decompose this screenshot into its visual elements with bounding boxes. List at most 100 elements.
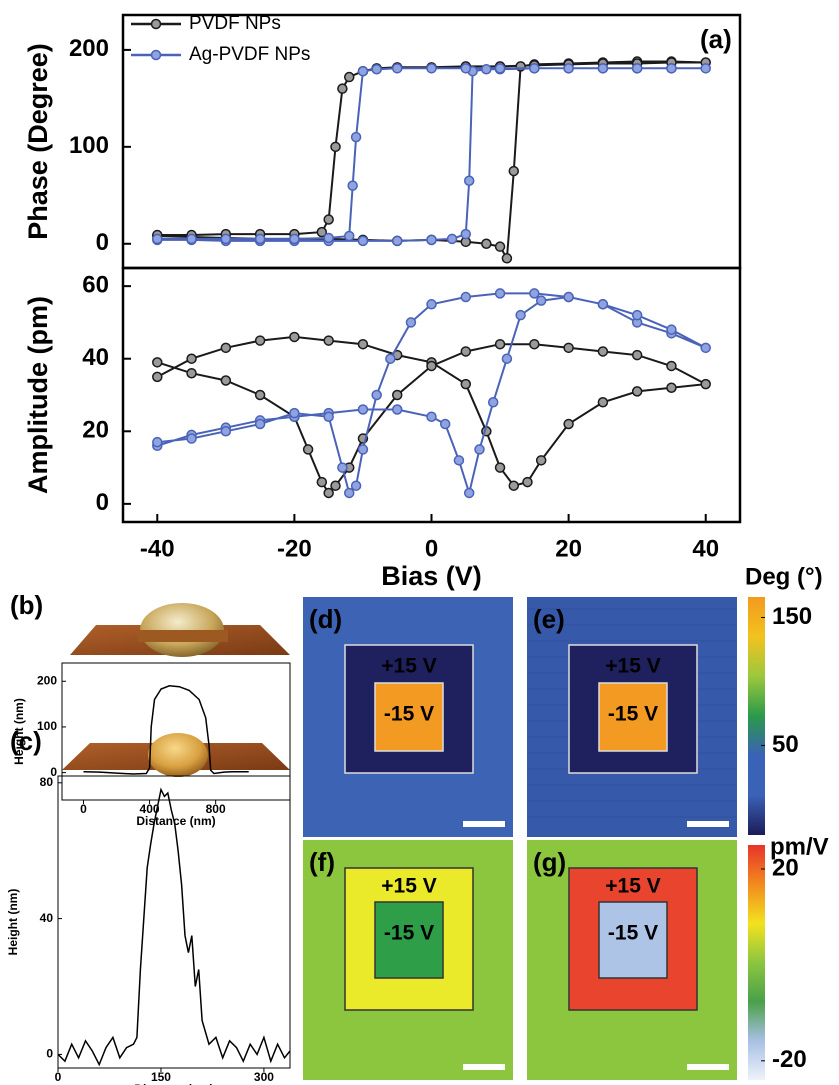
marker — [221, 427, 230, 436]
marker — [427, 64, 436, 73]
scale-bar — [687, 1064, 729, 1070]
marker — [701, 64, 710, 73]
x-axis-label: Distance (nm) — [136, 814, 215, 828]
marker — [502, 354, 511, 363]
marker — [537, 296, 546, 305]
marker — [475, 445, 484, 454]
marker — [187, 369, 196, 378]
y-tick-label: 20 — [82, 417, 109, 444]
plot-frame — [62, 663, 290, 800]
outer-label: +15 V — [381, 875, 436, 898]
y-tick-label: 0 — [96, 229, 109, 256]
marker — [324, 488, 333, 497]
marker — [256, 336, 265, 345]
y-axis-label: Amplitude (pm) — [23, 296, 53, 494]
marker — [489, 398, 498, 407]
marker — [482, 65, 491, 74]
outer-label: +15 V — [605, 875, 660, 898]
marker — [633, 311, 642, 320]
series-line — [58, 790, 290, 1065]
panel-label: (b) — [10, 590, 43, 620]
marker — [633, 64, 642, 73]
x-tick-label: -40 — [140, 535, 175, 562]
marker — [372, 391, 381, 400]
panel-label: (e) — [533, 604, 565, 634]
marker — [153, 234, 162, 243]
marker — [338, 463, 347, 472]
marker — [537, 456, 546, 465]
legend-label: PVDF NPs — [189, 13, 281, 34]
x-axis-label: Bias (V) — [381, 561, 482, 591]
marker — [516, 311, 525, 320]
y-axis-label: Height (nm) — [6, 889, 20, 956]
marker — [358, 405, 367, 414]
colorbar-title: Deg (°) — [745, 563, 823, 590]
marker — [345, 232, 354, 241]
marker — [187, 434, 196, 443]
figure: +15 V-15 V(d)+15 V-15 V(e)+15 V-15 V(f)+… — [0, 0, 839, 1085]
outer-label: +15 V — [381, 655, 436, 678]
y-tick-label: 0 — [46, 1047, 53, 1061]
marker — [530, 340, 539, 349]
marker — [496, 242, 505, 251]
marker — [448, 234, 457, 243]
marker — [393, 391, 402, 400]
y-tick-label: 200 — [37, 673, 57, 687]
marker — [256, 420, 265, 429]
x-tick-label: 40 — [692, 535, 719, 562]
inner-label: -15 V — [608, 703, 658, 726]
marker — [502, 254, 511, 263]
marker — [386, 354, 395, 363]
series-line — [157, 62, 705, 259]
colorbar-title: pm/V — [770, 833, 829, 860]
marker — [338, 84, 347, 93]
marker — [256, 391, 265, 400]
scale-bar — [687, 821, 729, 827]
marker — [461, 64, 470, 73]
marker — [427, 300, 436, 309]
marker — [496, 340, 505, 349]
marker — [331, 142, 340, 151]
marker — [496, 463, 505, 472]
marker — [331, 481, 340, 490]
x-tick-label: 0 — [80, 802, 87, 816]
y-tick-label: 100 — [69, 132, 109, 159]
marker — [461, 293, 470, 302]
marker — [496, 289, 505, 298]
marker — [496, 64, 505, 73]
marker — [701, 343, 710, 352]
marker — [598, 398, 607, 407]
marker — [564, 420, 573, 429]
marker — [221, 376, 230, 385]
marker — [633, 351, 642, 360]
y-tick-label: 40 — [40, 911, 54, 925]
marker — [427, 361, 436, 370]
x-tick-label: 300 — [254, 1070, 274, 1084]
y-tick-label: 80 — [40, 775, 54, 789]
marker — [461, 380, 470, 389]
scale-bar — [463, 1064, 505, 1070]
y-tick-label: 60 — [82, 271, 109, 298]
marker — [358, 67, 367, 76]
x-tick-label: 20 — [555, 535, 582, 562]
legend-marker — [152, 51, 161, 60]
marker — [153, 358, 162, 367]
panel-label: (a) — [700, 24, 732, 54]
series-line — [157, 68, 705, 241]
marker — [530, 64, 539, 73]
x-tick-label: 0 — [425, 535, 438, 562]
marker — [304, 445, 313, 454]
marker — [509, 167, 518, 176]
x-tick-label: -20 — [277, 535, 312, 562]
panel-label: (d) — [309, 604, 342, 634]
legend-label: Ag-PVDF NPs — [189, 44, 310, 65]
marker — [564, 64, 573, 73]
colorbar-tick-label: -20 — [772, 1046, 807, 1073]
marker — [324, 233, 333, 242]
marker — [352, 481, 361, 490]
y-axis-label: Phase (Degree) — [23, 43, 53, 240]
marker — [345, 488, 354, 497]
marker — [509, 481, 518, 490]
marker — [324, 336, 333, 345]
marker — [461, 347, 470, 356]
